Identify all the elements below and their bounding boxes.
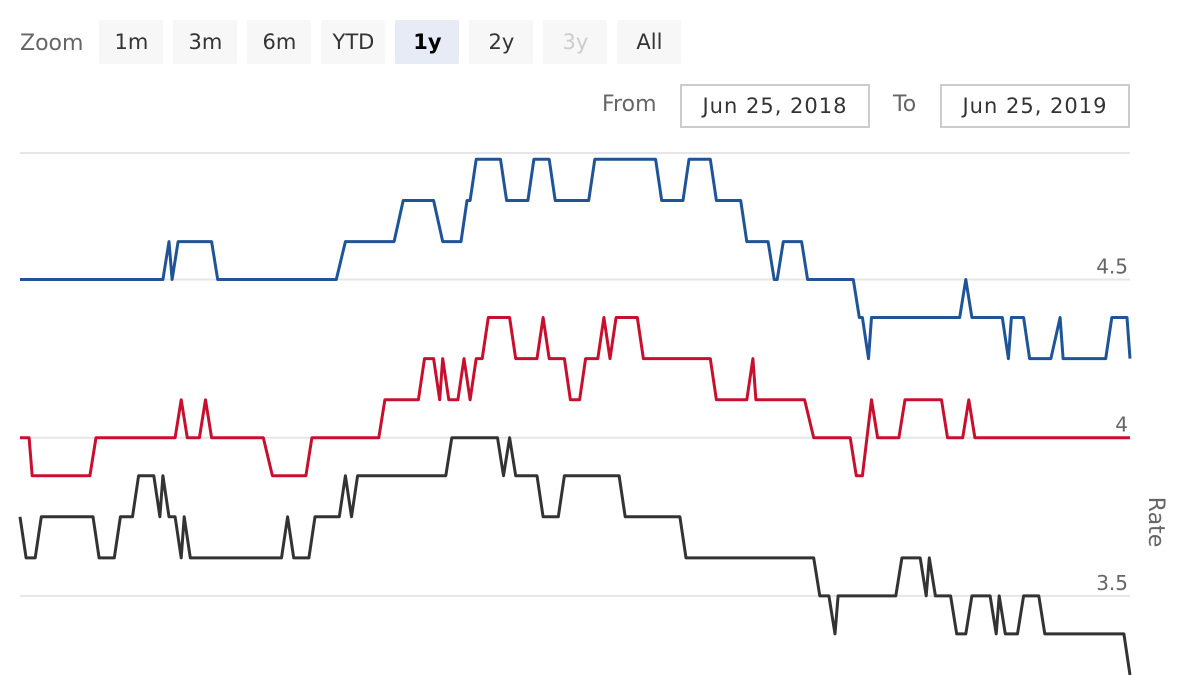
from-date-input[interactable]: Jun 25, 2018 <box>680 84 870 128</box>
y-tick-label: 4.5 <box>1096 255 1128 279</box>
series-lines <box>18 157 1132 675</box>
to-label: To <box>893 92 917 117</box>
zoom-button-3y: 3y <box>543 20 608 64</box>
zoom-button-2y[interactable]: 2y <box>469 20 534 64</box>
zoom-button-6m[interactable]: 6m <box>247 20 312 64</box>
zoom-button-ytd[interactable]: YTD <box>321 20 386 64</box>
y-tick-labels: 3.5 4 4.5 <box>1096 255 1128 595</box>
zoom-button-1m[interactable]: 1m <box>99 20 164 64</box>
series-line-2 <box>20 316 1130 478</box>
to-date-input[interactable]: Jun 25, 2019 <box>940 84 1130 128</box>
series-line-1 <box>20 157 1132 361</box>
series-line-3 <box>18 436 1132 675</box>
from-label: From <box>602 92 657 117</box>
y-axis-title: Rate <box>1143 497 1168 547</box>
date-range-selector: From Jun 25, 2018 To Jun 25, 2019 <box>0 84 1200 128</box>
zoom-label: Zoom <box>20 30 84 56</box>
zoom-bar: Zoom 1m 3m 6m YTD 1y 2y 3y All <box>20 20 691 64</box>
y-tick-label: 4 <box>1115 413 1128 437</box>
y-tick-label: 3.5 <box>1096 571 1128 595</box>
zoom-button-1y[interactable]: 1y <box>395 20 460 64</box>
zoom-button-3m[interactable]: 3m <box>173 20 238 64</box>
zoom-button-all[interactable]: All <box>617 20 682 64</box>
